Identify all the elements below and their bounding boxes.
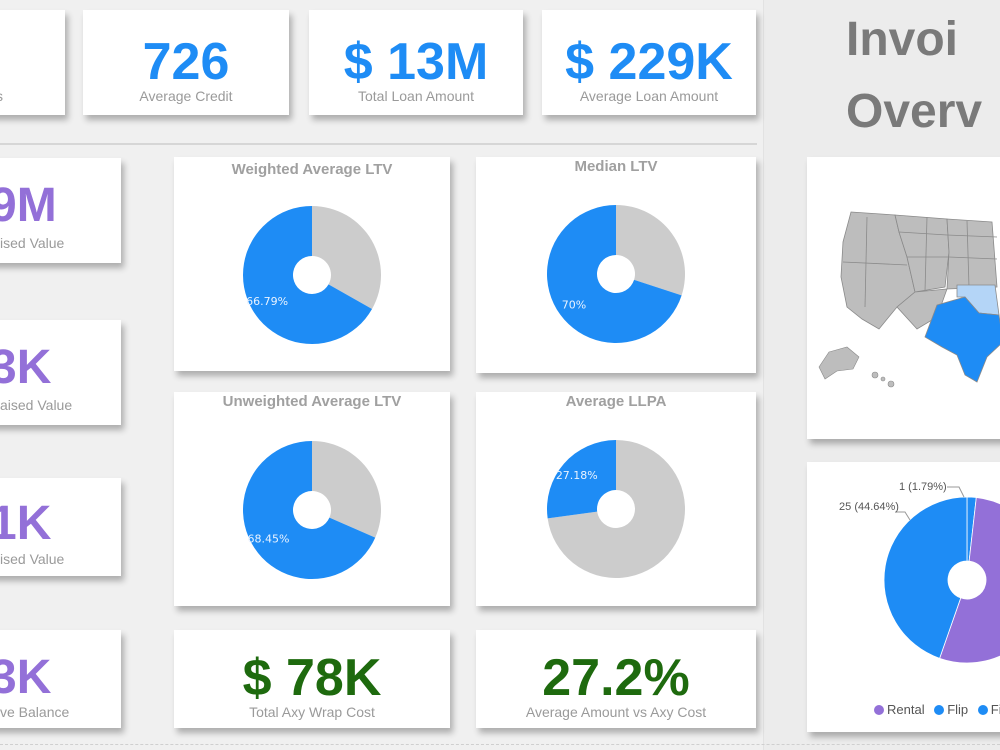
kpi-card-average-amount-vs-axy-cost: 27.2% Average Amount vs Axy Cost xyxy=(476,630,756,728)
kpi-label: aised Value xyxy=(0,397,73,413)
legend-swatch xyxy=(977,705,988,715)
chart-card-weighted-ltv: Weighted Average LTV 66.79% xyxy=(174,157,450,371)
kpi-card-appraised-value-1: 9M ised Value xyxy=(0,158,121,263)
median-ltv-donut: 70% xyxy=(547,205,685,343)
kpi-label: ised Value xyxy=(0,551,65,567)
donut-slice-value[interactable] xyxy=(547,440,616,519)
kpi-label: Average Credit xyxy=(139,88,233,104)
kpi-value: 1K xyxy=(0,497,52,550)
us-map xyxy=(818,211,1000,388)
loan-type-pie xyxy=(883,486,1000,664)
kpi-value: 3K xyxy=(0,341,52,394)
kpi-value: $ 13M xyxy=(343,33,489,91)
kpi-value: $ 78K xyxy=(242,649,382,707)
weighted-ltv-donut: 66.79% xyxy=(243,206,381,344)
map-plains-north xyxy=(946,218,998,290)
legend-label: Rental xyxy=(887,702,925,717)
pie-slice-rental[interactable] xyxy=(939,497,1000,664)
kpi-label: Total Loan Amount xyxy=(358,88,474,104)
legend-label: Fix xyxy=(990,702,1000,717)
kpi-label: Average Loan Amount xyxy=(579,88,719,104)
donut-slice-remainder[interactable] xyxy=(547,440,685,578)
legend-swatch xyxy=(934,705,945,715)
donut-slice-remainder[interactable] xyxy=(312,441,381,538)
map-southwest xyxy=(896,288,948,330)
donut-slice-remainder[interactable] xyxy=(616,205,685,296)
donut-value-label: 70% xyxy=(562,299,586,312)
pie-legend: Rental Flip Fix xyxy=(874,702,1000,717)
loan-type-pie-card: 1 (1.79%) 25 (44.64%) xyxy=(807,462,1000,732)
legend-item-flip[interactable]: Flip xyxy=(934,702,968,717)
kpi-card-appraised-value-2: 3K aised Value xyxy=(0,320,121,425)
kpi-card-total-loan-amount: $ 13M Total Loan Amount xyxy=(309,10,523,115)
map-alaska-hawaii xyxy=(818,346,895,388)
unweighted-ltv-donut: 68.45% xyxy=(243,441,381,579)
legend-swatch xyxy=(874,705,884,715)
kpi-label: ve Balance xyxy=(0,704,70,720)
donut-slice-value[interactable] xyxy=(547,205,682,343)
kpi-card-total-axy-wrap-cost: $ 78K Total Axy Wrap Cost xyxy=(174,630,450,728)
kpi-value: 726 xyxy=(142,33,230,91)
kpi-value: 27.2% xyxy=(542,649,690,707)
legend-label: Flip xyxy=(947,702,969,717)
donut-value-label: 27.18% xyxy=(556,469,598,482)
kpi-card-reserve-balance: 3K ve Balance xyxy=(0,630,121,728)
kpi-label: Average Amount vs Axy Cost xyxy=(525,704,707,720)
kpi-card-average-credit: 726 Average Credit xyxy=(83,10,289,115)
page-title-line-1: Invoi xyxy=(846,13,959,66)
donut-slice-value[interactable] xyxy=(243,441,376,579)
donut-value-label: 68.45% xyxy=(248,532,290,545)
leader-line-fix xyxy=(947,486,965,498)
map-card xyxy=(807,157,1000,439)
kpi-value: $ 229K xyxy=(565,33,733,91)
pie-label-flip-text: 25 (44.64%) xyxy=(839,501,899,513)
bottom-border xyxy=(0,744,1000,745)
chart-title: Median LTV xyxy=(574,158,658,175)
chart-card-unweighted-ltv: Unweighted Average LTV 68.45% xyxy=(174,392,450,606)
us-map-states xyxy=(840,211,998,330)
page-title-line-2: Overv xyxy=(846,85,983,138)
chart-card-average-llpa: Average LLPA 27.18% xyxy=(476,392,756,606)
kpi-label: ised Value xyxy=(0,235,65,251)
section-divider xyxy=(0,143,757,145)
chart-title: Average LLPA xyxy=(565,393,667,410)
legend-item-rental[interactable]: Rental xyxy=(874,702,925,717)
donut-value-label: 66.79% xyxy=(246,295,288,308)
chart-title: Weighted Average LTV xyxy=(231,161,393,178)
pie-label-fix: 1 (1.79%) xyxy=(899,481,947,493)
chart-title: Unweighted Average LTV xyxy=(222,393,402,410)
kpi-label: s xyxy=(0,88,65,104)
kpi-card-partial: s xyxy=(0,10,65,115)
kpi-label: Total Axy Wrap Cost xyxy=(249,704,375,720)
kpi-value: 3K xyxy=(0,651,52,704)
leader-line-flip xyxy=(895,511,911,521)
kpi-value: 9M xyxy=(0,179,57,232)
legend-item-fix[interactable]: Fix xyxy=(977,702,1000,717)
donut-slice-value[interactable] xyxy=(243,206,373,344)
map-state-texas xyxy=(924,296,1000,383)
pie-label-flip: 25 (44.64%) xyxy=(839,500,899,514)
donut-slice-remainder[interactable] xyxy=(312,206,381,310)
panel-separator xyxy=(763,0,764,750)
chart-card-median-ltv: Median LTV 70% xyxy=(476,157,756,373)
kpi-card-appraised-value-3: 1K ised Value xyxy=(0,478,121,576)
kpi-card-average-loan-amount: $ 229K Average Loan Amount xyxy=(542,10,756,115)
pie-slice-flip[interactable] xyxy=(883,496,968,659)
average-llpa-donut: 27.18% xyxy=(547,440,685,578)
